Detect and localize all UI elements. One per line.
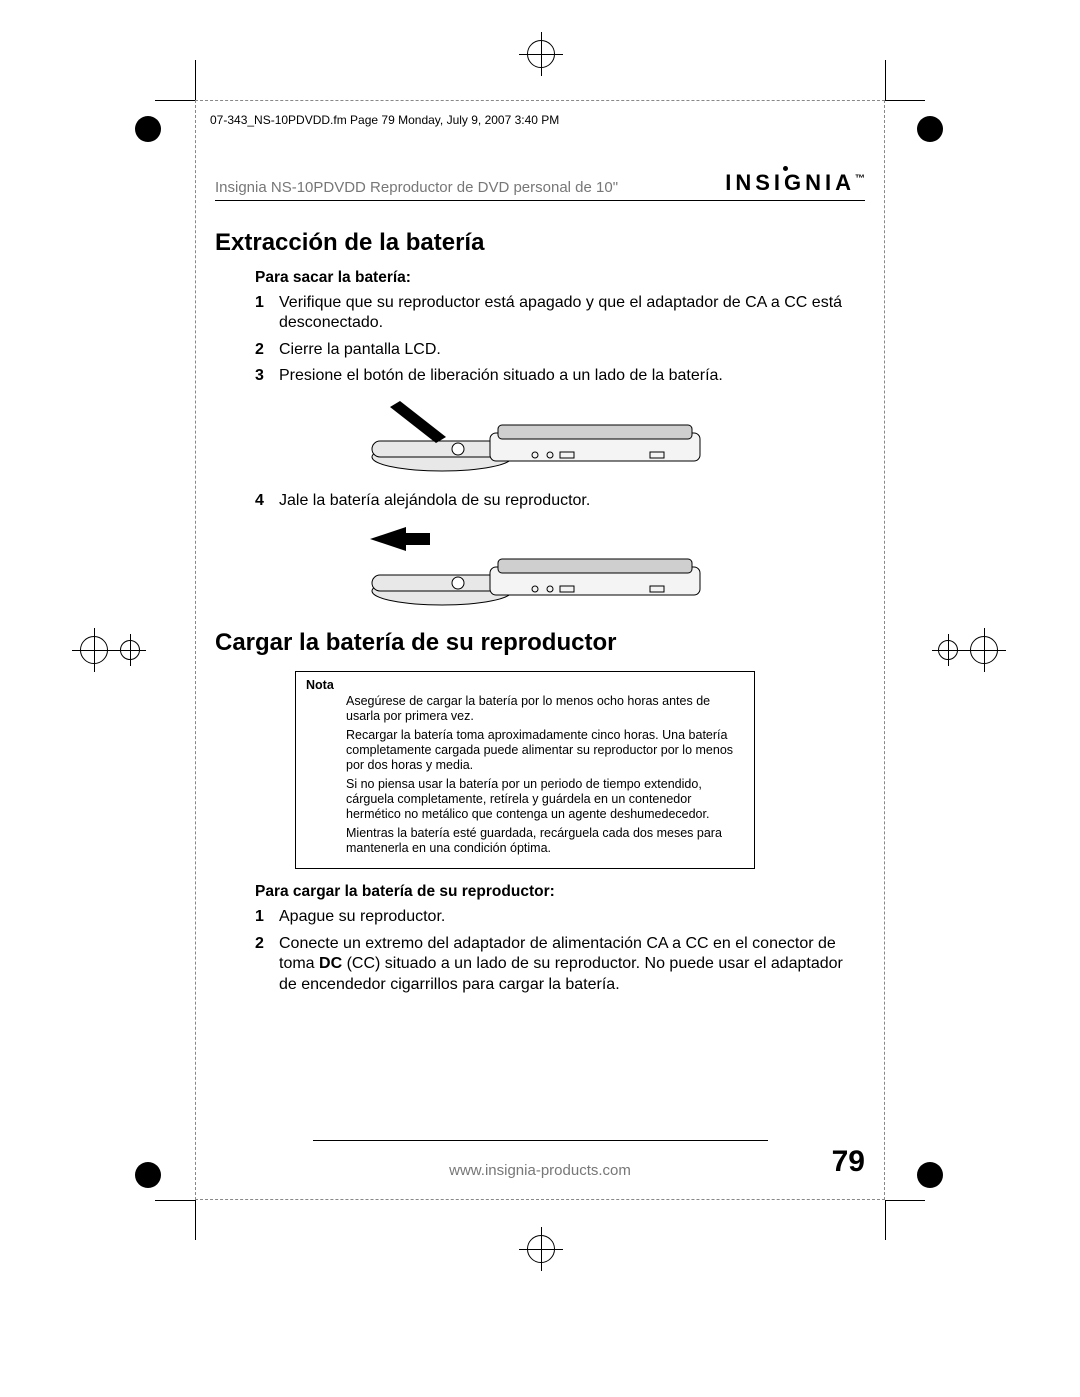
- device-figure-pull: [360, 521, 720, 611]
- list-item: 2Conecte un extremo del adaptador de ali…: [255, 934, 865, 995]
- list-item: 1Apague su reproductor.: [255, 907, 865, 927]
- note-para: Si no piensa usar la batería por un peri…: [346, 777, 744, 822]
- steps-remove: 1Verifique que su reproductor está apaga…: [255, 293, 865, 387]
- list-item: 3Presione el botón de liberación situado…: [255, 366, 865, 386]
- steps-charge: 1Apague su reproductor. 2Conecte un extr…: [255, 907, 865, 995]
- steps-remove-2: 4Jale la batería alejándola de su reprod…: [255, 491, 865, 511]
- list-item: 2Cierre la pantalla LCD.: [255, 340, 865, 360]
- product-line: Insignia NS-10PDVDD Reproductor de DVD p…: [215, 179, 618, 196]
- footer-url: www.insignia-products.com: [275, 1162, 805, 1179]
- brand-logo: INSIGNIA™: [725, 170, 865, 196]
- print-meta: 07-343_NS-10PDVDD.fm Page 79 Monday, Jul…: [210, 113, 559, 127]
- list-item: 1Verifique que su reproductor está apaga…: [255, 293, 865, 334]
- section-title-remove: Extracción de la batería: [215, 229, 865, 257]
- note-label: Nota: [306, 678, 744, 692]
- note-para: Mientras la batería esté guardada, recár…: [346, 826, 744, 856]
- subhead-remove: Para sacar la batería:: [255, 269, 865, 287]
- list-item: 4Jale la batería alejándola de su reprod…: [255, 491, 865, 511]
- subhead-charge: Para cargar la batería de su reproductor…: [255, 883, 865, 901]
- note-para: Asegúrese de cargar la batería por lo me…: [346, 694, 744, 724]
- page-number: 79: [805, 1145, 865, 1179]
- note-box: Nota Asegúrese de cargar la batería por …: [295, 671, 755, 869]
- page-content: Insignia NS-10PDVDD Reproductor de DVD p…: [215, 170, 865, 1001]
- brand-logo-text: INSIGNIA: [725, 170, 855, 195]
- page-header: Insignia NS-10PDVDD Reproductor de DVD p…: [215, 170, 865, 201]
- device-figure-press: [360, 397, 720, 477]
- page-footer: www.insignia-products.com 79: [215, 1140, 865, 1179]
- note-para: Recargar la batería toma aproximadamente…: [346, 728, 744, 773]
- section-title-charge: Cargar la batería de su reproductor: [215, 629, 865, 657]
